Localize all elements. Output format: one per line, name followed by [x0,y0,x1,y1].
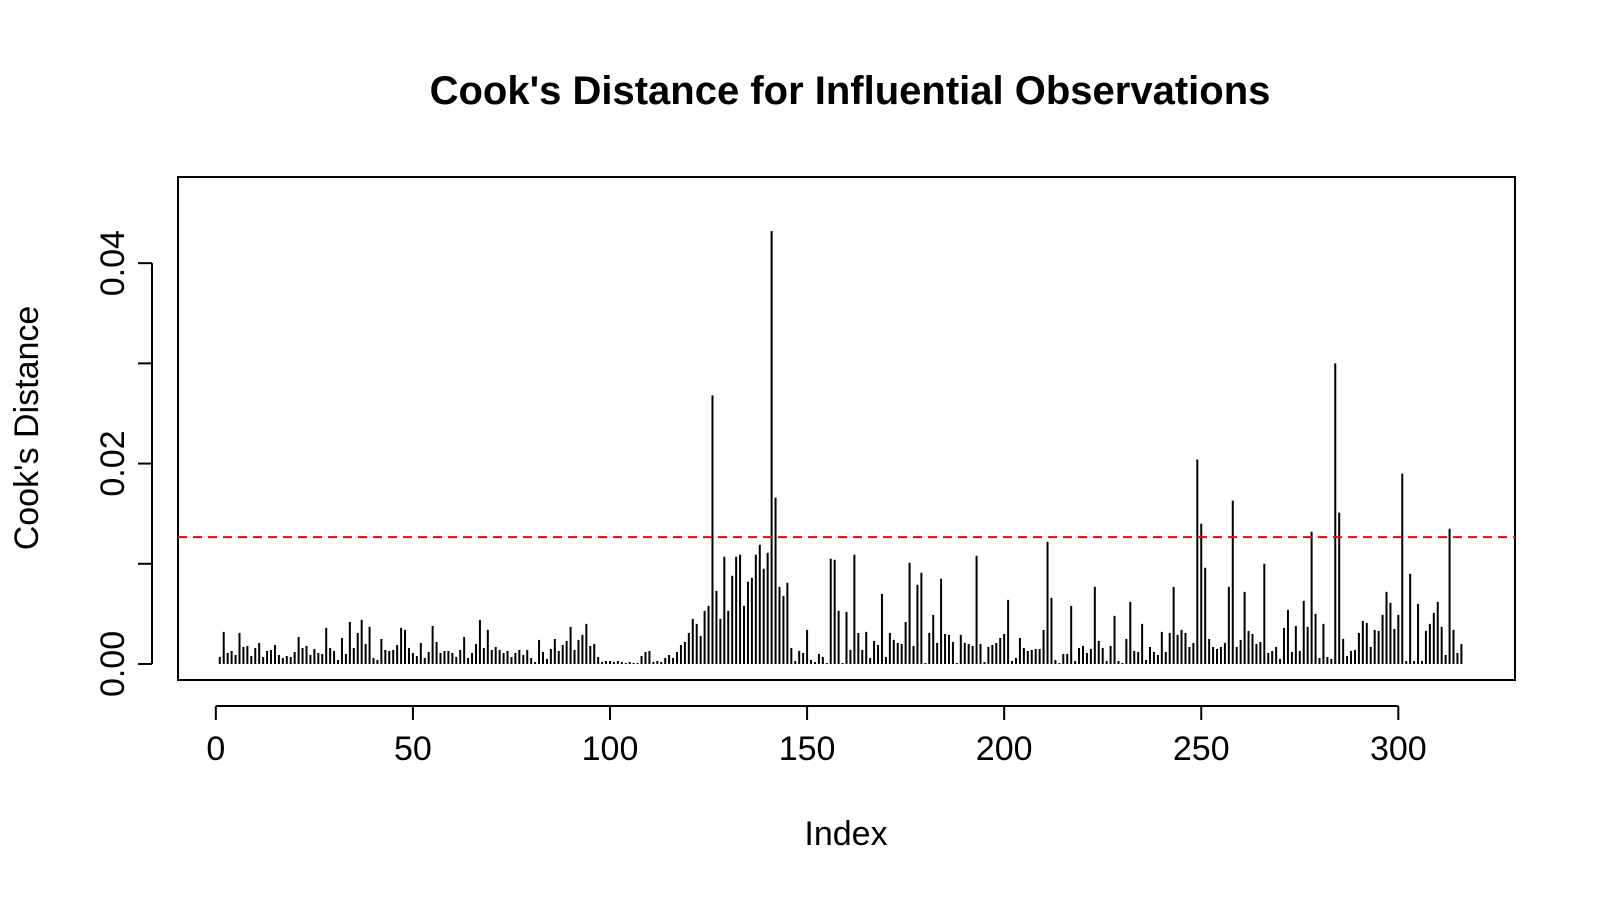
y-axis: 0.00 0.02 0.04 [94,230,153,697]
x-tick-label-200: 200 [976,730,1033,768]
x-tick-label-0: 0 [206,730,225,768]
x-tick-label-300: 300 [1370,730,1427,768]
x-tick-label-50: 50 [394,730,432,768]
y-tick-label-4: 0.04 [94,230,132,296]
y-axis-label: Cook's Distance [8,306,46,551]
y-tick-label-0: 0.00 [94,631,132,697]
y-tick-label-2: 0.02 [94,430,132,496]
x-axis-label: Index [804,815,887,853]
x-tick-label-100: 100 [582,730,639,768]
plot-frame [177,176,1516,681]
x-axis: 0 50 100 150 200 250 300 [206,705,1427,768]
x-tick-label-250: 250 [1173,730,1230,768]
x-tick-label-150: 150 [779,730,836,768]
chart-title: Cook's Distance for Influential Observat… [430,69,1271,113]
bars-group [218,231,1463,664]
